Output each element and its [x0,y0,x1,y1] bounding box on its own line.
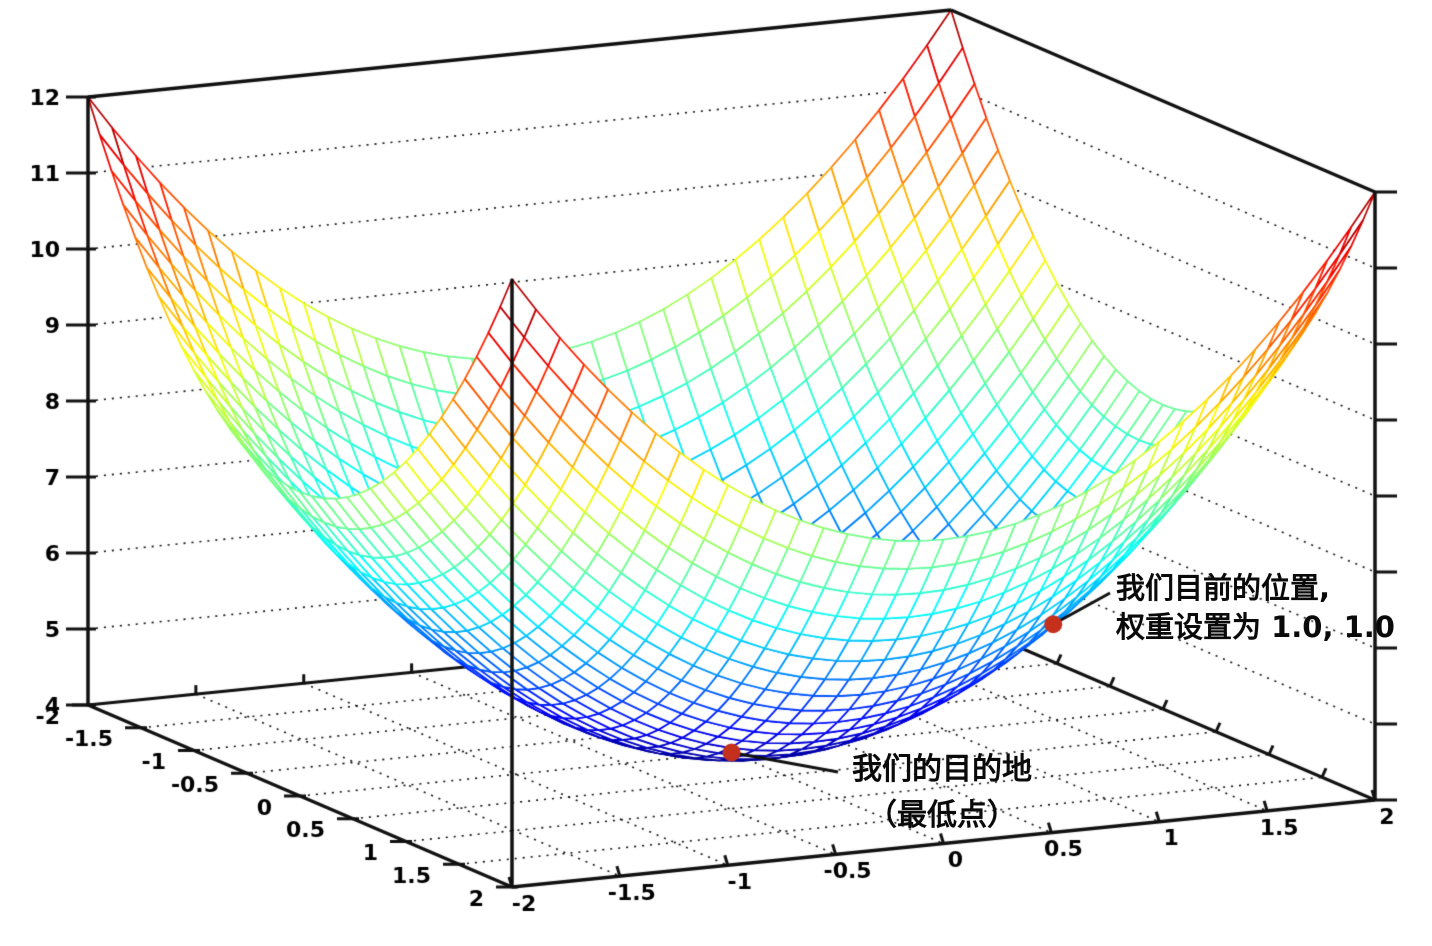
annotation-current-position: 我们目前的位置, 权重设置为 1.0, 1.0 [1116,569,1395,647]
annotation-destination-line1: 我们的目的地 [852,752,1032,787]
annotation-current-position-line2: 权重设置为 1.0, 1.0 [1116,610,1395,644]
annotation-destination-line2: （最低点） [867,798,1017,833]
annotation-current-position-line1: 我们目前的位置, [1116,571,1331,605]
annotation-destination: 我们的目的地 （最低点） [852,747,1032,839]
